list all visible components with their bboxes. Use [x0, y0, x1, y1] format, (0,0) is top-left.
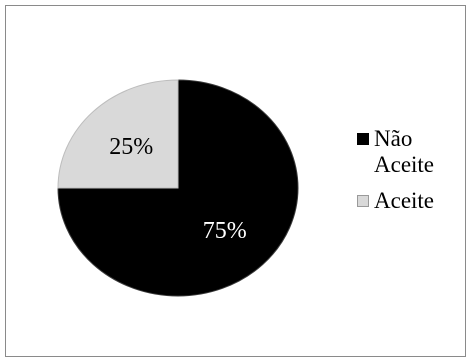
pie-slice-aceite — [57, 79, 179, 189]
pie-slices — [57, 79, 299, 297]
legend-label-nao-aceite: Não Aceite — [374, 126, 435, 177]
pie-label-n-o-aceite: 75% — [203, 218, 247, 244]
legend-item-aceite: Aceite — [357, 188, 467, 214]
legend-swatch-nao-aceite — [357, 133, 369, 145]
pie-labels: 75% 25% — [109, 134, 246, 244]
legend-swatch-aceite — [357, 195, 369, 207]
legend-label-aceite: Aceite — [374, 188, 435, 213]
pie-slice-n-o-aceite — [57, 79, 299, 297]
legend-item-nao-aceite: Não Aceite — [357, 126, 467, 178]
legend: Não Aceite Aceite — [357, 126, 467, 224]
pie-label-aceite: 25% — [109, 134, 153, 160]
